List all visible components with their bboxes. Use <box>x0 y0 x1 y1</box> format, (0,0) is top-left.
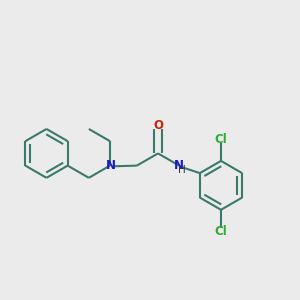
Text: N: N <box>174 159 184 172</box>
Text: H: H <box>178 165 186 175</box>
Text: Cl: Cl <box>214 133 227 146</box>
Text: N: N <box>106 159 116 172</box>
Text: O: O <box>153 119 163 132</box>
Text: Cl: Cl <box>214 225 227 238</box>
